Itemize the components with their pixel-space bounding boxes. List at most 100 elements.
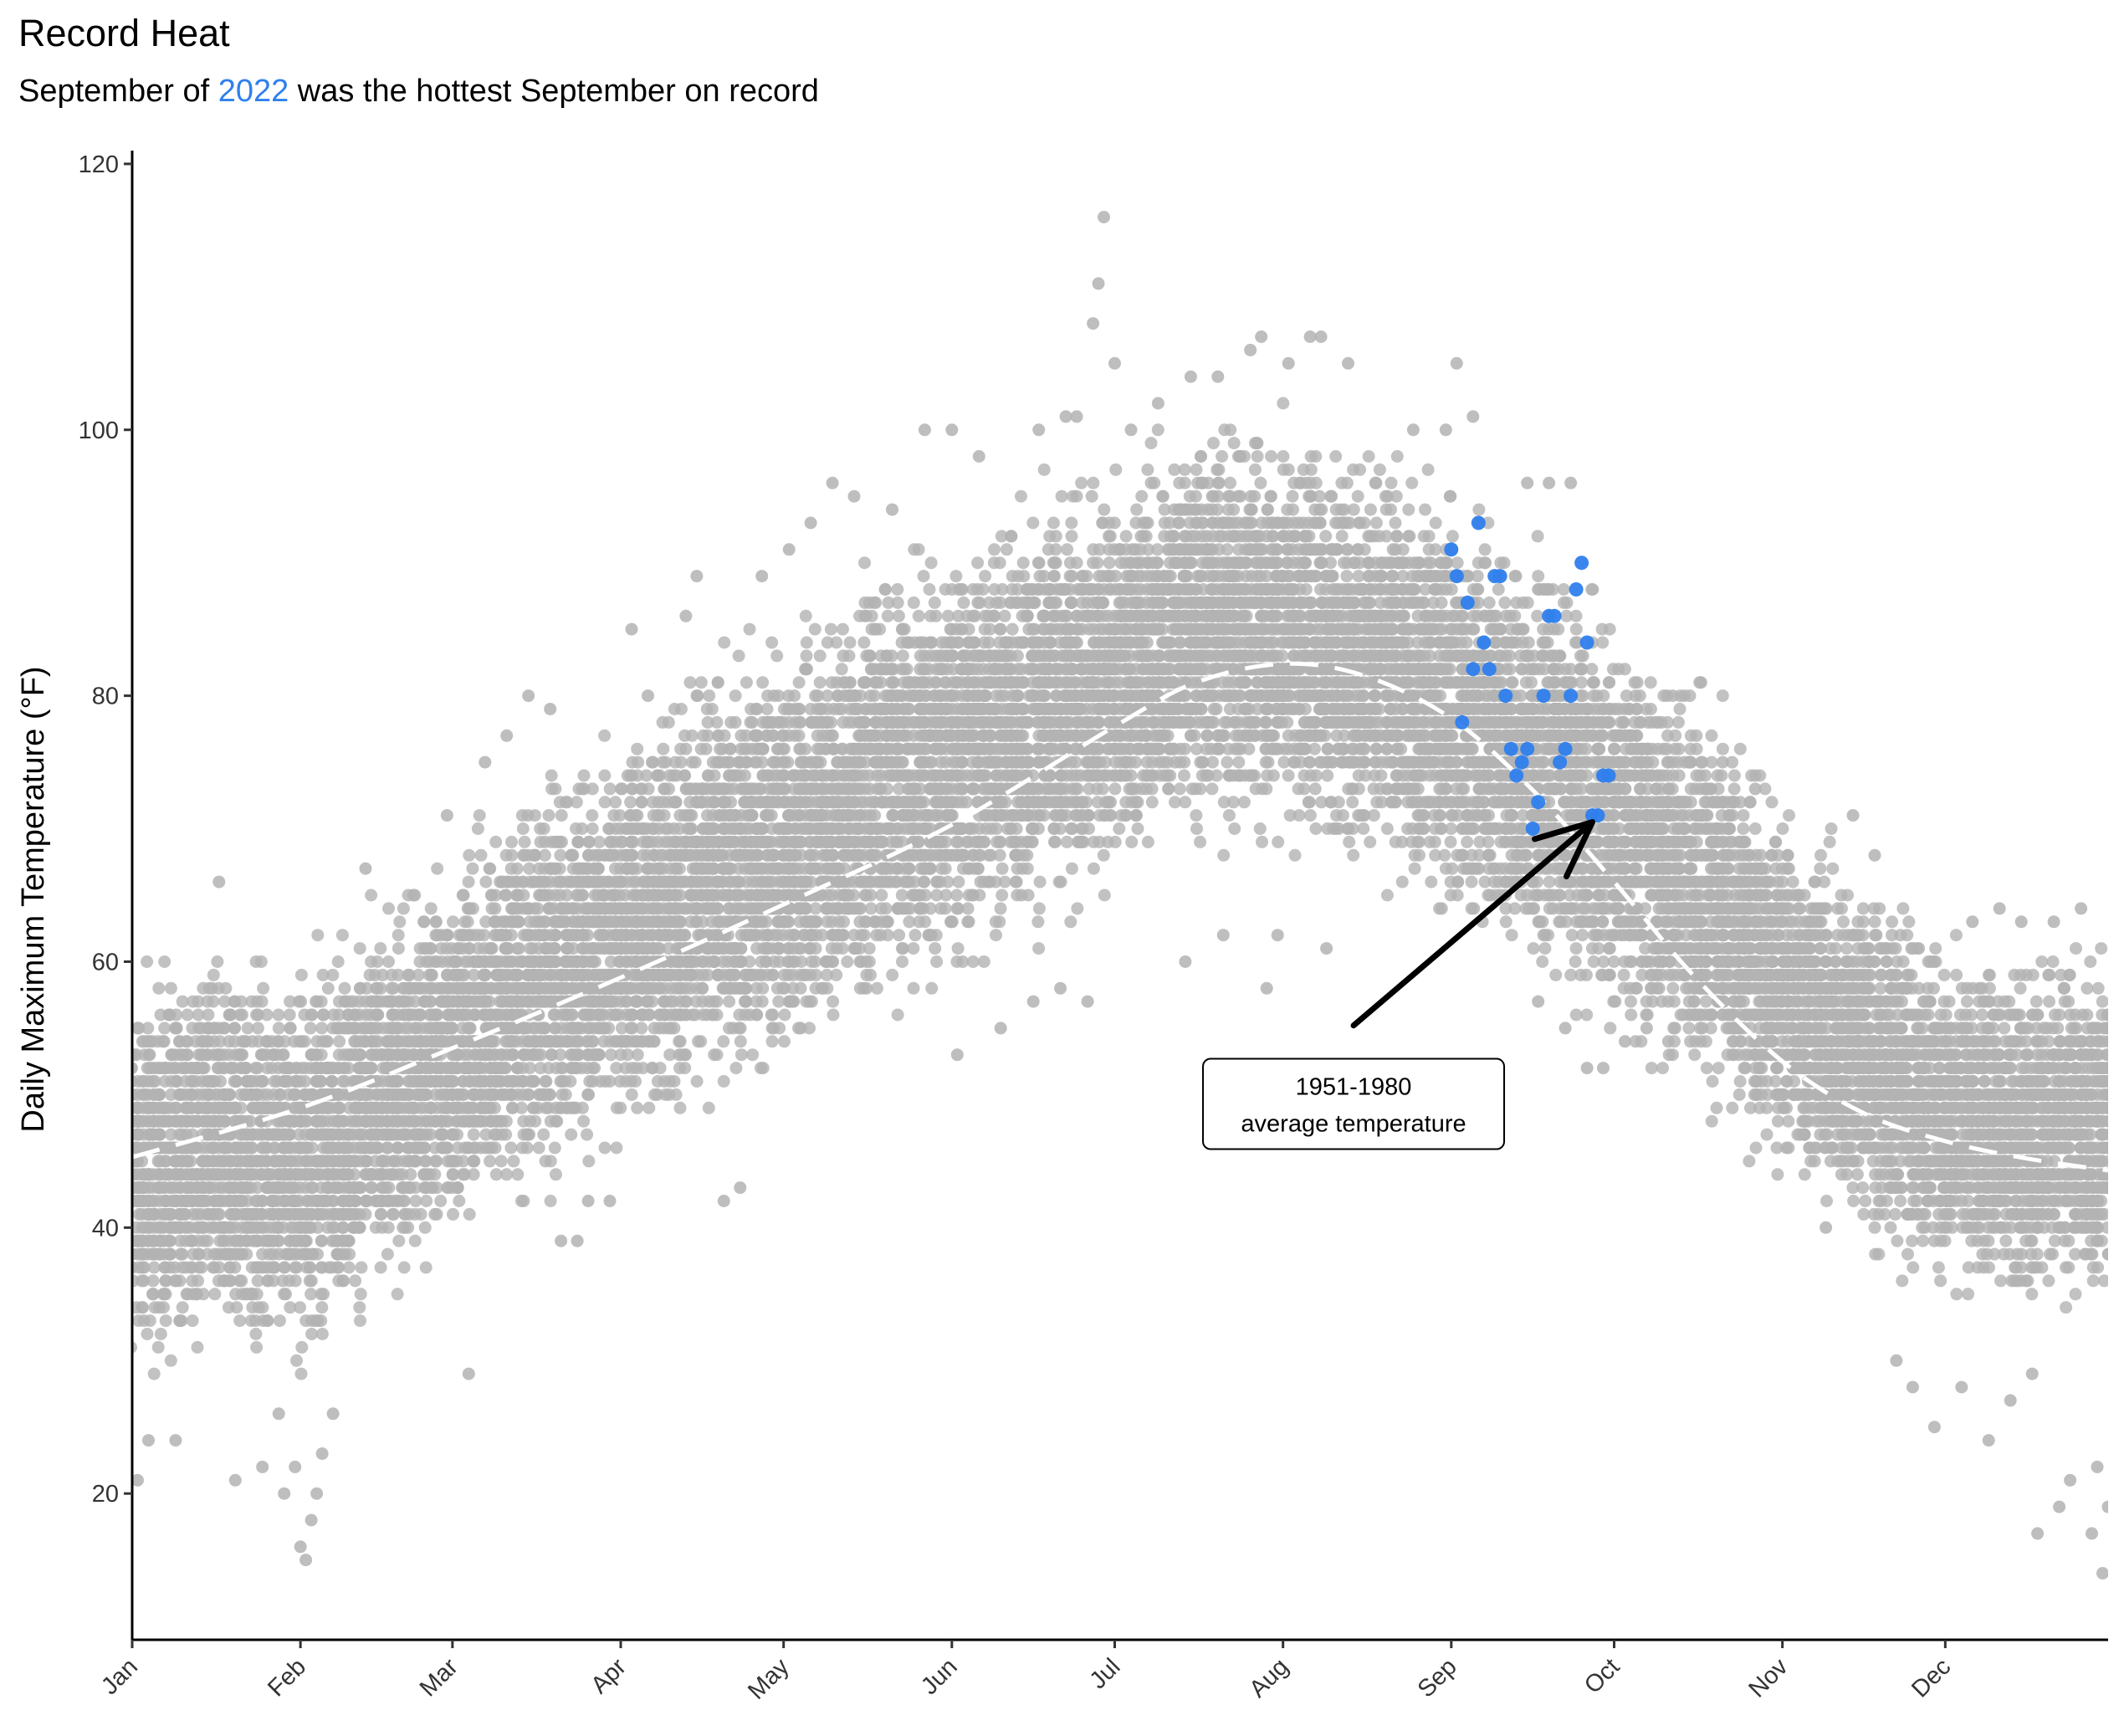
historical-point bbox=[212, 1261, 226, 1274]
historical-point bbox=[729, 689, 742, 703]
historical-point bbox=[456, 888, 469, 902]
historical-point bbox=[430, 1155, 443, 1168]
historical-point bbox=[592, 1048, 606, 1062]
historical-point bbox=[440, 1141, 453, 1155]
historical-point bbox=[499, 1062, 512, 1075]
historical-point bbox=[734, 942, 748, 955]
historical-point bbox=[428, 1168, 442, 1181]
historical-point bbox=[505, 848, 519, 862]
historical-point bbox=[152, 981, 166, 995]
historical-point bbox=[192, 995, 205, 1008]
historical-point bbox=[402, 1221, 415, 1234]
historical-point bbox=[431, 1008, 444, 1022]
historical-point bbox=[170, 1075, 183, 1088]
historical-point bbox=[507, 1155, 520, 1168]
subtitle-highlight-year: 2022 bbox=[218, 74, 289, 109]
historical-point bbox=[147, 1261, 161, 1274]
historical-point bbox=[537, 822, 550, 835]
historical-point bbox=[213, 1035, 227, 1048]
historical-point bbox=[294, 1301, 306, 1314]
historical-point bbox=[766, 1008, 780, 1022]
historical-point bbox=[543, 1088, 556, 1101]
historical-point bbox=[743, 955, 756, 968]
historical-point bbox=[289, 1274, 302, 1288]
historical-point bbox=[529, 1114, 542, 1128]
historical-point bbox=[147, 1367, 161, 1380]
historical-point bbox=[581, 1088, 595, 1101]
historical-point bbox=[765, 1035, 779, 1048]
historical-point bbox=[420, 1195, 433, 1207]
historical-point bbox=[374, 1261, 387, 1274]
historical-point bbox=[407, 1155, 421, 1168]
historical-point bbox=[331, 1101, 345, 1114]
historical-point bbox=[433, 1128, 447, 1141]
historical-point bbox=[662, 715, 675, 729]
historical-point bbox=[326, 968, 340, 981]
historical-point bbox=[295, 1340, 309, 1354]
historical-point bbox=[164, 1354, 177, 1367]
historical-point bbox=[739, 769, 751, 782]
historical-point bbox=[228, 1261, 242, 1274]
historical-point bbox=[750, 1008, 764, 1022]
historical-point bbox=[424, 902, 438, 915]
historical-point bbox=[315, 995, 328, 1008]
historical-point bbox=[153, 1128, 166, 1141]
historical-point bbox=[673, 1101, 687, 1114]
historical-point bbox=[382, 902, 395, 915]
historical-point bbox=[354, 1288, 367, 1301]
historical-point bbox=[566, 1008, 579, 1022]
historical-point bbox=[251, 1274, 264, 1288]
historical-point bbox=[668, 1075, 681, 1088]
historical-point bbox=[218, 995, 232, 1008]
historical-point bbox=[315, 1022, 329, 1035]
historical-point bbox=[603, 782, 617, 796]
historical-point bbox=[755, 1062, 767, 1075]
historical-point bbox=[251, 1022, 264, 1035]
historical-point bbox=[201, 1234, 214, 1247]
historical-point bbox=[290, 1354, 303, 1367]
historical-point bbox=[588, 1062, 601, 1075]
historical-point bbox=[632, 755, 645, 769]
historical-point bbox=[176, 1301, 189, 1314]
historical-point bbox=[474, 848, 488, 862]
historical-point bbox=[311, 929, 325, 942]
historical-point bbox=[488, 1101, 501, 1114]
historical-point bbox=[710, 715, 724, 729]
historical-point bbox=[315, 1314, 328, 1328]
historical-point bbox=[305, 1008, 318, 1022]
historical-point bbox=[544, 1195, 557, 1207]
historical-point bbox=[146, 1274, 160, 1288]
historical-point bbox=[625, 1088, 638, 1101]
historical-point bbox=[688, 755, 702, 769]
historical-point bbox=[273, 1314, 286, 1328]
historical-point bbox=[505, 835, 518, 848]
historical-point bbox=[678, 1048, 692, 1062]
historical-point bbox=[157, 1301, 170, 1314]
historical-point bbox=[417, 915, 431, 929]
historical-point bbox=[513, 942, 526, 955]
historical-point bbox=[554, 848, 567, 862]
historical-point bbox=[504, 1141, 518, 1155]
historical-point bbox=[181, 1048, 194, 1062]
historical-point bbox=[141, 955, 154, 968]
historical-point bbox=[702, 1101, 715, 1114]
historical-point bbox=[527, 848, 540, 862]
historical-point bbox=[230, 1075, 243, 1088]
historical-point bbox=[466, 902, 479, 915]
historical-point bbox=[467, 1168, 480, 1181]
historical-point bbox=[158, 1022, 171, 1035]
historical-point bbox=[289, 1261, 302, 1274]
historical-point bbox=[577, 1114, 591, 1128]
historical-point bbox=[565, 1128, 578, 1141]
chart-subtitle: September of 2022 was the hottest Septem… bbox=[18, 74, 819, 110]
historical-point bbox=[581, 929, 594, 942]
historical-point bbox=[740, 676, 753, 689]
historical-point bbox=[218, 1114, 232, 1128]
historical-point bbox=[392, 1234, 406, 1247]
historical-point bbox=[250, 1008, 263, 1022]
historical-point bbox=[408, 1234, 422, 1247]
historical-point bbox=[365, 1062, 378, 1075]
historical-points-layer bbox=[132, 211, 2108, 1580]
historical-point bbox=[212, 1207, 226, 1221]
historical-point bbox=[468, 1155, 481, 1168]
